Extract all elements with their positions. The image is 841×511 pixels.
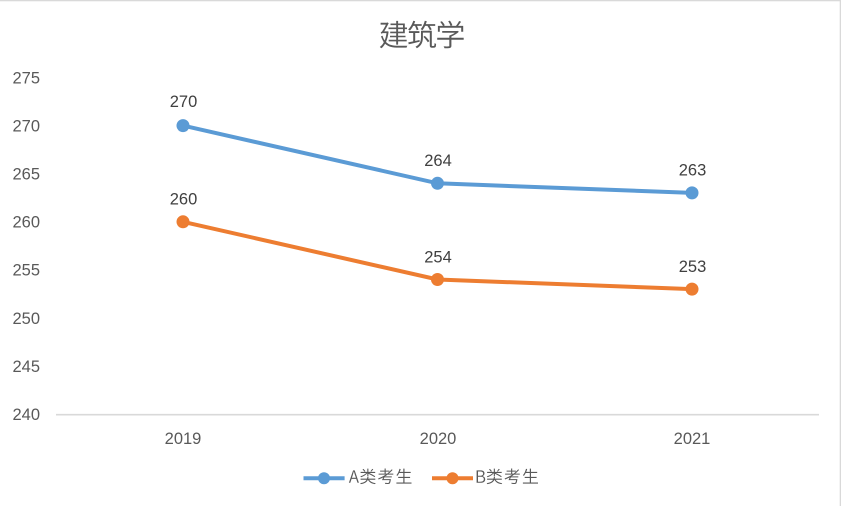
svg-text:270: 270 [12,117,40,135]
svg-text:2019: 2019 [165,430,202,448]
svg-text:240: 240 [12,406,40,424]
svg-text:263: 263 [679,162,707,180]
svg-text:270: 270 [170,93,198,111]
svg-text:2021: 2021 [674,430,711,448]
svg-text:260: 260 [170,191,198,209]
svg-text:265: 265 [12,166,40,184]
svg-text:250: 250 [12,310,40,328]
svg-text:260: 260 [12,214,40,232]
svg-text:2020: 2020 [420,430,457,448]
svg-text:253: 253 [679,258,707,276]
svg-text:245: 245 [12,358,40,376]
svg-text:264: 264 [424,152,452,170]
svg-text:255: 255 [12,262,40,280]
svg-text:254: 254 [424,249,452,267]
svg-text:275: 275 [12,69,40,87]
